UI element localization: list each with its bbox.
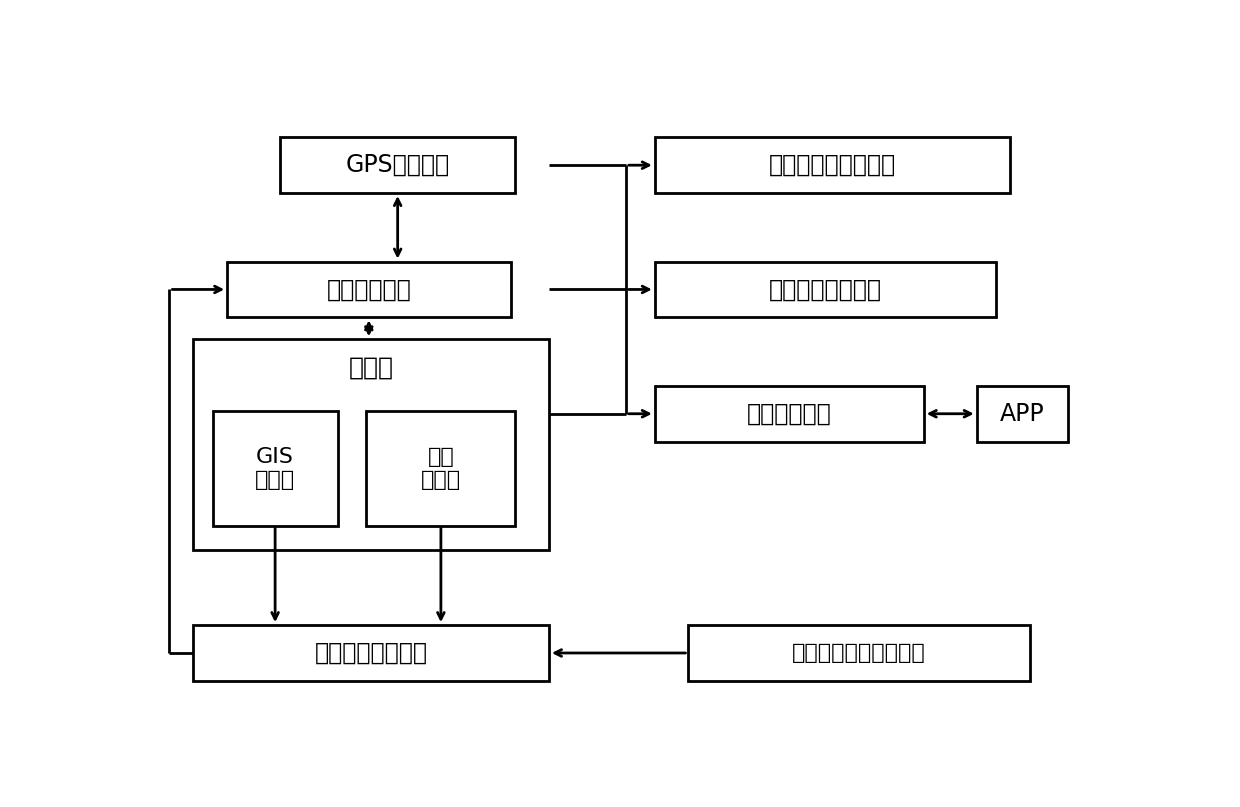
Text: 应用
数据库: 应用 数据库 <box>420 446 461 490</box>
Bar <box>193 339 549 550</box>
Text: 巡查过程监控模块: 巡查过程监控模块 <box>315 641 428 665</box>
Bar <box>193 625 549 681</box>
Text: 数据库: 数据库 <box>348 355 394 379</box>
Bar <box>227 261 511 317</box>
Bar <box>213 411 337 525</box>
Text: 事件处理模块: 事件处理模块 <box>746 402 832 426</box>
Text: APP: APP <box>999 402 1044 426</box>
Text: 巡查管理配置模块: 巡查管理配置模块 <box>769 278 882 302</box>
Bar <box>280 137 516 193</box>
Text: 数据缓存模块: 数据缓存模块 <box>326 278 412 302</box>
Text: GPS记录模块: GPS记录模块 <box>346 153 450 178</box>
Text: 巡查控制点设置模块: 巡查控制点设置模块 <box>769 153 897 178</box>
Text: GIS
数据库: GIS 数据库 <box>255 446 295 490</box>
Bar <box>688 625 1029 681</box>
Bar <box>655 137 1011 193</box>
Bar <box>977 386 1068 441</box>
Bar <box>655 261 996 317</box>
Bar <box>655 386 924 441</box>
Bar <box>367 411 516 525</box>
Text: 巡查日志自动生成模块: 巡查日志自动生成模块 <box>792 643 926 663</box>
